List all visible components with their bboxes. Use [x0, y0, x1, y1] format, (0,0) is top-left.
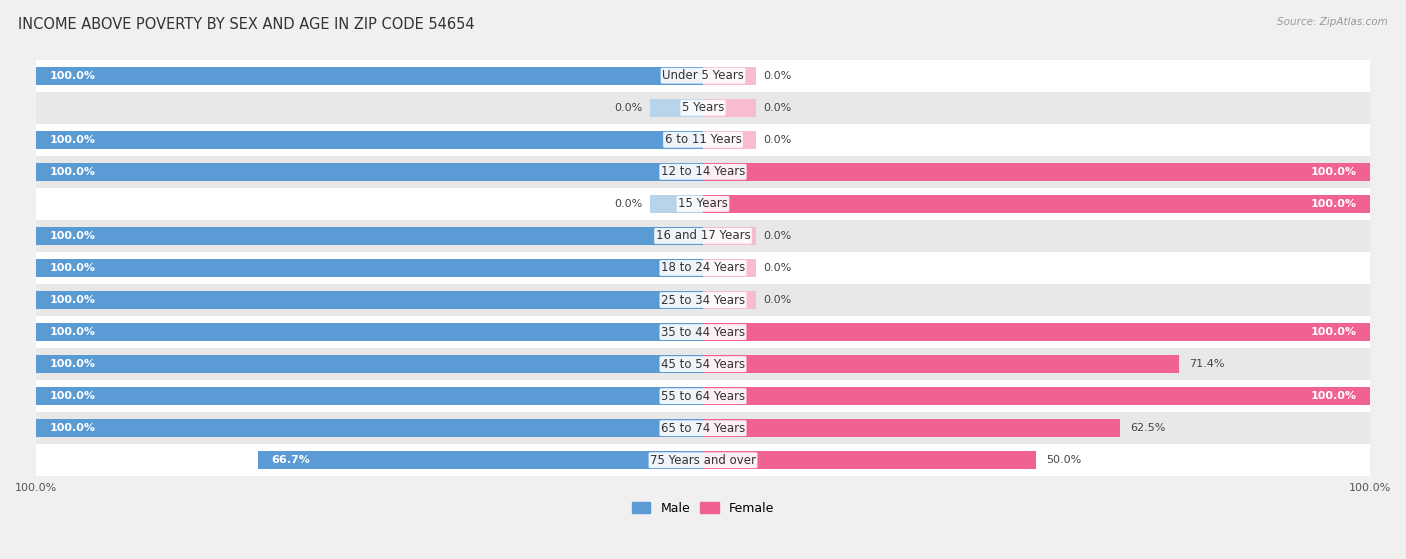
Text: 71.4%: 71.4%: [1189, 359, 1225, 369]
Bar: [37, 291, 703, 309]
Bar: [37, 220, 1369, 252]
Bar: [37, 387, 703, 405]
Bar: [37, 67, 703, 84]
Bar: [703, 163, 1369, 181]
Bar: [37, 412, 1369, 444]
Bar: [703, 259, 756, 277]
Text: 100.0%: 100.0%: [1310, 327, 1357, 337]
Text: 100.0%: 100.0%: [49, 231, 96, 241]
Bar: [650, 195, 703, 213]
Bar: [37, 356, 703, 373]
Text: 45 to 54 Years: 45 to 54 Years: [661, 358, 745, 371]
Bar: [37, 444, 1369, 476]
Text: 100.0%: 100.0%: [49, 135, 96, 145]
Text: 0.0%: 0.0%: [763, 135, 792, 145]
Bar: [37, 188, 1369, 220]
Bar: [703, 387, 1369, 405]
Text: 66.7%: 66.7%: [271, 455, 311, 465]
Text: 100.0%: 100.0%: [49, 327, 96, 337]
Text: 0.0%: 0.0%: [763, 71, 792, 80]
Text: 100.0%: 100.0%: [49, 71, 96, 80]
Text: 100.0%: 100.0%: [49, 295, 96, 305]
Bar: [37, 380, 1369, 412]
Bar: [37, 284, 1369, 316]
Bar: [37, 92, 1369, 124]
Bar: [37, 316, 1369, 348]
Bar: [650, 99, 703, 117]
Bar: [703, 452, 1036, 469]
Bar: [37, 348, 1369, 380]
Bar: [37, 259, 703, 277]
Text: 100.0%: 100.0%: [49, 167, 96, 177]
Bar: [259, 452, 703, 469]
Text: 100.0%: 100.0%: [1310, 167, 1357, 177]
Text: INCOME ABOVE POVERTY BY SEX AND AGE IN ZIP CODE 54654: INCOME ABOVE POVERTY BY SEX AND AGE IN Z…: [18, 17, 475, 32]
Text: 0.0%: 0.0%: [614, 199, 643, 209]
Bar: [37, 131, 703, 149]
Text: 15 Years: 15 Years: [678, 197, 728, 210]
Text: 75 Years and over: 75 Years and over: [650, 454, 756, 467]
Bar: [37, 156, 1369, 188]
Bar: [703, 356, 1180, 373]
Text: 12 to 14 Years: 12 to 14 Years: [661, 165, 745, 178]
Bar: [37, 323, 703, 341]
Text: 55 to 64 Years: 55 to 64 Years: [661, 390, 745, 402]
Text: 100.0%: 100.0%: [49, 263, 96, 273]
Legend: Male, Female: Male, Female: [627, 497, 779, 520]
Bar: [703, 131, 756, 149]
Text: 50.0%: 50.0%: [1046, 455, 1081, 465]
Text: 0.0%: 0.0%: [763, 263, 792, 273]
Text: Under 5 Years: Under 5 Years: [662, 69, 744, 82]
Text: 0.0%: 0.0%: [763, 231, 792, 241]
Bar: [37, 227, 703, 245]
Text: 0.0%: 0.0%: [614, 103, 643, 113]
Text: 5 Years: 5 Years: [682, 101, 724, 114]
Bar: [703, 195, 1369, 213]
Bar: [703, 291, 756, 309]
Bar: [37, 419, 703, 437]
Text: 6 to 11 Years: 6 to 11 Years: [665, 133, 741, 146]
Bar: [37, 124, 1369, 156]
Text: 62.5%: 62.5%: [1130, 423, 1166, 433]
Text: 25 to 34 Years: 25 to 34 Years: [661, 293, 745, 306]
Text: 100.0%: 100.0%: [49, 391, 96, 401]
Text: 0.0%: 0.0%: [763, 103, 792, 113]
Text: 100.0%: 100.0%: [49, 423, 96, 433]
Text: 100.0%: 100.0%: [49, 359, 96, 369]
Text: 0.0%: 0.0%: [763, 295, 792, 305]
Text: 100.0%: 100.0%: [1310, 199, 1357, 209]
Bar: [703, 323, 1369, 341]
Bar: [37, 163, 703, 181]
Bar: [703, 99, 756, 117]
Text: 35 to 44 Years: 35 to 44 Years: [661, 325, 745, 339]
Bar: [703, 227, 756, 245]
Text: 65 to 74 Years: 65 to 74 Years: [661, 421, 745, 435]
Bar: [37, 252, 1369, 284]
Text: 16 and 17 Years: 16 and 17 Years: [655, 229, 751, 243]
Bar: [703, 67, 756, 84]
Text: Source: ZipAtlas.com: Source: ZipAtlas.com: [1277, 17, 1388, 27]
Text: 18 to 24 Years: 18 to 24 Years: [661, 262, 745, 274]
Text: 100.0%: 100.0%: [1310, 391, 1357, 401]
Bar: [703, 419, 1119, 437]
Bar: [37, 60, 1369, 92]
